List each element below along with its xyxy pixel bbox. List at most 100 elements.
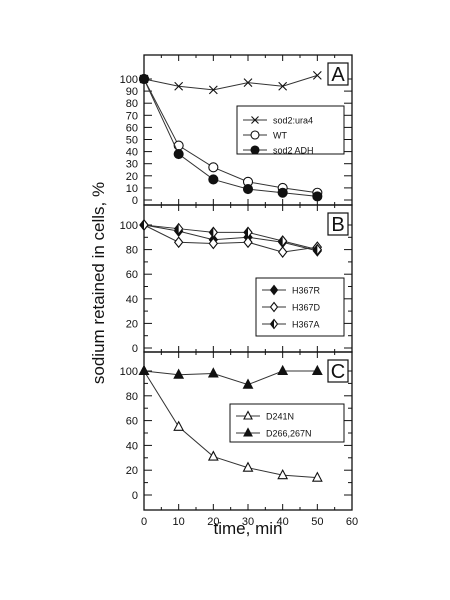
panel-a-y-tick-label: 20 [126,171,138,183]
panel-c-series-0-point [277,468,289,480]
panel-c-legend-marker [243,427,253,437]
panel-c-series-1-point [242,378,254,389]
panel-b-legend-marker [269,284,279,296]
panel-b-legend-marker [269,301,279,313]
panel-b-series-2-line [143,224,318,251]
panel-a-series-2-point [277,187,288,198]
panel-c-x-tick-label: 0 [141,516,147,528]
panel-b-y-tick-label: 60 [126,269,138,281]
panel-a-letter: A [331,64,345,86]
panel-a-y-tick-label: 80 [126,98,138,110]
panel-a-y-tick-label: 0 [132,195,138,207]
panel-c-series-1-line [143,370,318,386]
panel-a-letter-box [327,62,349,86]
panel-c-series-0-point [242,461,254,472]
panel-b-y-tick-label: 20 [126,318,138,330]
panel-a-y-tick-label: 100 [120,74,138,86]
panel-a-y-tick-label: 90 [126,86,138,98]
panel-c-legend-label: D241N [266,412,294,422]
panel-c-series-1-point [311,364,323,376]
panel-b-legend-label: H367D [292,303,321,313]
panel-b-series-2-point-fill [209,227,214,238]
panel-b-y-tick-label: 40 [126,294,138,306]
panel-b-y-tick-label: 0 [132,343,138,355]
panel-a-legend-label: WT [273,131,287,141]
y-axis-title: sodium retained in cells, % [89,182,108,384]
panel-b-series-2-point-fill [278,235,283,246]
panel-a-legend-label: sod2 ADH [273,146,314,156]
panel-a-y-tick-label: 70 [126,110,138,122]
panel-b-series-1-point [173,236,184,249]
panel-c-legend-label: D266,267N [266,429,312,439]
panel-c-y-tick-label: 0 [132,490,138,502]
panel-b-y-tick-label: 100 [120,220,138,232]
panel-c-x-tick-label: 30 [242,516,254,528]
panel-a-legend-marker [251,116,259,124]
panel-c-x-tick-label: 40 [277,516,289,528]
panel-b-legend-marker-fill [270,319,274,329]
panel-c-x-tick-label: 20 [207,516,219,528]
panel-a-series-0-point [278,81,288,91]
panel-b-legend-label: H367R [292,286,321,296]
panel-a-series-1-point [173,140,184,151]
panel-c-series-0-point [207,450,219,461]
panel-c-y-tick-label: 20 [126,465,138,477]
panel-c-x-tick-label: 50 [311,516,323,528]
panel-c-y-tick-label: 80 [126,391,138,403]
panel-a-series-2-point [138,73,150,85]
panel-a-series-0-line [143,74,318,91]
panel-b-series-1-point [243,236,253,249]
panel-a-series-2-point [242,184,254,195]
panel-c-legend-marker [243,410,253,420]
panel-b-series-1-line [143,224,318,253]
panel-c-y-tick-label: 40 [126,440,138,452]
panel-a-series-2-point [312,191,323,202]
panel-b-y-tick-label: 80 [126,245,138,257]
panel-b-series-1-point [208,237,219,250]
panel-c-series-0-line [143,370,318,479]
panel-a-y-tick-label: 50 [126,135,138,147]
panel-c-letter-box [327,359,349,383]
panel-a-series-2-point [173,148,184,160]
panel-a-y-tick-label: 30 [126,159,138,171]
panel-a-series-2-point [208,174,219,185]
panel-c-series-1-point [277,364,289,376]
panel-c-series-1-point [138,364,150,376]
panel-b: 0 20 40 60 80 100 H367R H367D H367A B [120,204,353,355]
x-axis-title: time, min [214,519,283,538]
panel-a-legend-marker [250,130,260,140]
panel-c-letter: C [331,361,345,383]
panel-a-series-1-line [143,78,318,194]
panel-b-series-1-point [277,246,288,258]
panel-c: 0 20 40 60 80 100 0 10 20 30 40 50 60 D241N D266,267N C [120,351,358,528]
panel-c-series-0-point [311,471,323,482]
panel-a-series-0-point [312,70,322,80]
panel-a-series-0-point [208,85,218,95]
panel-c-y-tick-label: 60 [126,416,138,428]
panel-b-legend-label: H367A [292,320,320,330]
panel-a-y-tick-label: 10 [126,183,138,195]
panel-a-series-0-point [243,78,253,88]
panel-b-series-2-point-fill [313,244,318,255]
panel-a-y-tick-label: 40 [126,147,138,159]
panel-c-x-tick-label: 60 [346,516,358,528]
panel-a-legend-marker [250,145,260,155]
panel-c-series-0-point [173,420,185,431]
panel-c-x-tick-label: 10 [173,516,185,528]
panel-b-series-2-point-fill [244,227,248,238]
panel-a-y-tick-label: 60 [126,122,138,134]
panel-c-series-1-point [207,367,219,378]
panel-a-series-2-line [143,78,318,197]
panel-b-letter: B [331,214,344,236]
panel-b-series-0-line [143,224,318,252]
panel-c-series-1-point [173,368,185,379]
panel-b-letter-box [327,212,349,236]
panel-b-series-2-point-fill [140,220,144,230]
panel-a-series-1-point [208,162,219,173]
panel-a-series-0-point [174,81,184,91]
panel-c-y-tick-label: 100 [120,366,138,378]
panel-b-series-2-point-fill [174,223,179,234]
panel-a-legend-label: sod2:ura4 [273,116,313,126]
